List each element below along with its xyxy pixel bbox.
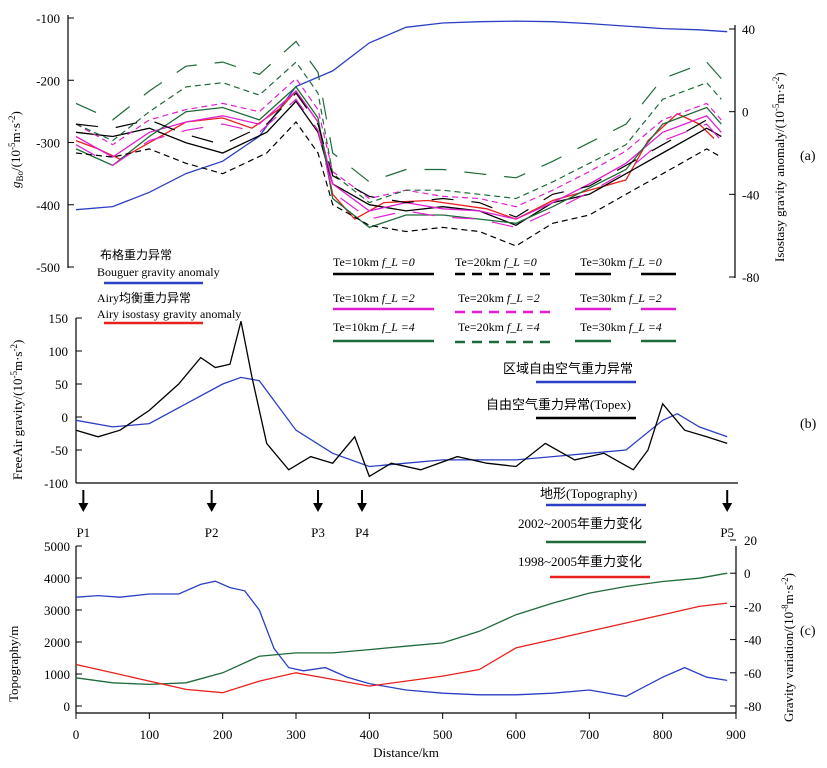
a-series-line-2 (75, 100, 722, 227)
panel-a-ylabel-right: Isostasy gravity anomaly/(10-5m·s-2) (771, 72, 787, 262)
legend-airy-en: Airy isostasy gravity anomaly (97, 307, 241, 321)
panel-a: -100 -200 -300 -400 -500 40 0 -40 -80 gBo/(10-5… (7, 11, 816, 344)
marker-label-P1: P1 (76, 525, 90, 540)
c-series-line-0 (75, 580, 728, 698)
marker-arrow-head-P2 (206, 503, 217, 512)
marker-label-P4: P4 (355, 525, 369, 540)
panel-c-label: (c) (800, 624, 816, 639)
panel-b-ylabel: FreeAir gravity/(10-5m·s-2) (9, 340, 25, 480)
legend-bouguer-en: Bouguer gravity anomaly (97, 265, 220, 279)
legend-te10-fl4: Te=10km f_L =4 (333, 320, 415, 334)
b-tick-label: 150 (49, 311, 69, 326)
c-right-tick-label: 0 (744, 566, 751, 581)
a-model-variant-4 (75, 40, 722, 183)
marker-label-P2: P2 (205, 525, 219, 540)
b-tick-label: -100 (44, 476, 68, 491)
a-series-line-1 (75, 89, 715, 220)
panel-b-label: (b) (800, 417, 817, 432)
a-left-tick-label: -500 (36, 260, 60, 275)
a-model-variant-1 (75, 61, 722, 204)
panel-a-ylabel-left: gBo/(10-5m·s-2) (7, 111, 25, 188)
c-x-tick-label: 0 (73, 727, 80, 742)
legend-gv-2002: 2002~2005年重力变化 (518, 516, 642, 531)
legend-te30-fl0: Te=30km f_L =0 (580, 255, 662, 269)
legend-topex-freeair: 自由空气重力异常(Topex) (486, 397, 631, 412)
c-x-tick-label: 400 (360, 727, 380, 742)
c-right-tick-label: -20 (744, 599, 761, 614)
c-x-tick-label: 300 (286, 727, 306, 742)
marker-arrow-head-P4 (357, 503, 367, 512)
legend-airy-cn: Airy均衡重力异常 (97, 291, 191, 305)
c-left-tick-label: 4000 (44, 571, 70, 586)
c-series-line-2 (75, 602, 728, 694)
legend-te10-fl2: Te=10km f_L =2 (333, 291, 415, 305)
a-series-line-0 (75, 20, 728, 211)
a-model-variant-0 (75, 77, 722, 208)
legend-te10-fl0: Te=10km f_L =0 (333, 255, 415, 269)
b-series-line-1 (75, 321, 728, 478)
legend-te20-fl2: Te=20km f_L =2 (458, 291, 540, 305)
a-model-variant-2 (75, 121, 722, 247)
a-left-tick-label: -200 (36, 73, 60, 88)
a-left-tick-label: -300 (36, 136, 60, 151)
a-series-line-4 (75, 85, 722, 229)
c-right-tick-label: 20 (744, 533, 757, 548)
c-left-tick-label: 1000 (44, 667, 70, 682)
b-tick-label: -50 (51, 443, 68, 458)
a-series-line-3 (75, 90, 722, 220)
marker-label-P5: P5 (720, 525, 734, 540)
legend-bouguer-cn: 布格重力异常 (100, 247, 172, 262)
marker-arrow-head-P3 (313, 503, 323, 512)
legend-te30-fl4: Te=30km f_L =4 (580, 320, 662, 334)
a-model-variant-3 (75, 98, 722, 229)
a-model-variant-5 (75, 92, 722, 218)
c-left-tick-label: 2000 (44, 635, 70, 650)
marker-arrow-head-P1 (78, 503, 89, 512)
c-left-tick-label: 0 (64, 699, 71, 714)
a-right-tick-label: 0 (742, 105, 749, 120)
a-right-tick-label: 40 (742, 22, 755, 37)
c-x-tick-label: 600 (506, 727, 526, 742)
legend-te20-fl4: Te=20km f_L =4 (458, 320, 540, 334)
panel-c-ylabel-left: Topography/m (6, 626, 21, 702)
c-left-tick-label: 3000 (44, 603, 70, 618)
c-x-tick-label: 900 (726, 727, 746, 742)
c-left-tick-label: 5000 (44, 539, 70, 554)
a-right-tick-label: -40 (742, 187, 759, 202)
legend-gv-1998: 1998~2005年重力变化 (518, 554, 642, 569)
c-x-tick-label: 700 (580, 727, 600, 742)
marker-label-P3: P3 (311, 525, 325, 540)
c-series-line-1 (75, 572, 728, 686)
c-right-tick-label: -80 (744, 699, 761, 714)
b-tick-label: 0 (62, 410, 69, 425)
a-left-tick-label: -100 (36, 11, 60, 26)
b-tick-label: 100 (49, 344, 69, 359)
c-x-tick-label: 100 (140, 727, 160, 742)
c-x-tick-label: 200 (213, 727, 233, 742)
c-right-tick-label: -60 (744, 666, 761, 681)
marker-arrow-head-P5 (722, 503, 733, 512)
c-x-tick-label: 800 (653, 727, 673, 742)
panel-c-ylabel-right: Gravity variation/(10-8m·s-2) (780, 573, 796, 722)
b-tick-label: 50 (55, 377, 68, 392)
panel-b: 150 100 50 0 -50 -100 FreeAir gravity/(10-5m·… (9, 311, 817, 540)
panel-a-label: (a) (800, 149, 816, 164)
b-series-line-0 (75, 376, 728, 468)
legend-te30-fl2: Te=30km f_L =2 (580, 291, 662, 305)
legend-topography: 地形(Topography) (540, 486, 637, 501)
a-right-tick-label: -80 (742, 270, 759, 285)
c-x-tick-label: 500 (433, 727, 453, 742)
legend-te20-fl0: Te=20km f_L =0 (455, 255, 537, 269)
panel-c-xlabel: Distance/km (373, 745, 439, 760)
a-left-tick-label: -400 (36, 198, 60, 213)
c-right-tick-label: -40 (744, 633, 761, 648)
legend-regional-freeair: 区域自由空气重力异常 (503, 361, 633, 376)
